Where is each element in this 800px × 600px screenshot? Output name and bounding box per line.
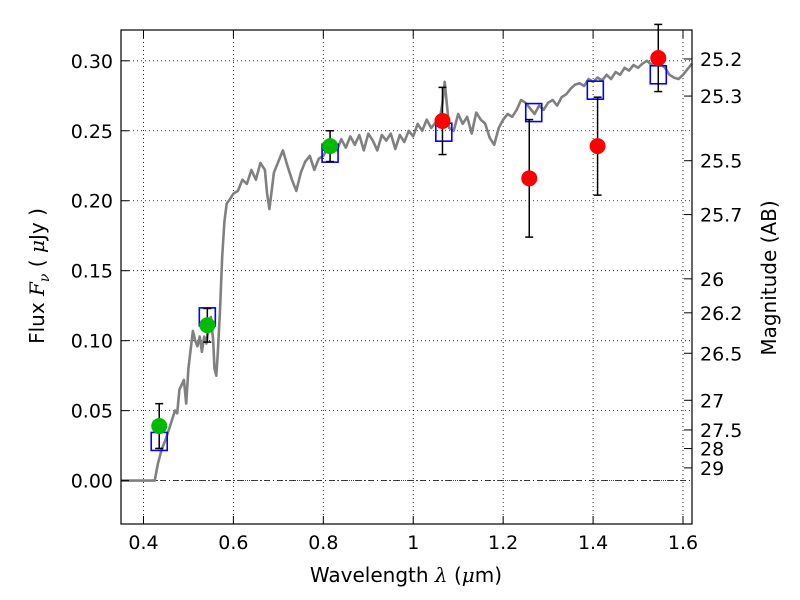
- y-tick-label: 0.15: [71, 261, 113, 283]
- y-tick-label: 0.05: [71, 401, 113, 423]
- y-tick-label: 0.30: [71, 51, 113, 73]
- optical-flux-point: [322, 138, 339, 155]
- magnitude-tick-label: 27: [700, 390, 724, 412]
- model-photometry-square: [586, 80, 605, 100]
- magnitude-tick-label: 29: [700, 458, 724, 480]
- spectrum-line: [121, 58, 694, 482]
- y-tick-label: 0.25: [71, 121, 113, 143]
- model-photometry-series: [150, 64, 668, 452]
- magnitude-axis-label: Magnitude (AB): [757, 200, 781, 355]
- nir-flux-point: [434, 112, 451, 129]
- x-tick-label: 1.4: [578, 532, 608, 554]
- grid-lines: [121, 30, 692, 524]
- y-tick-label: 0.00: [71, 471, 113, 493]
- model-photometry-square: [524, 102, 543, 123]
- x-tick-label: 0.8: [308, 532, 338, 554]
- magnitude-tick-label: 25.5: [700, 151, 742, 173]
- nir-flux-point: [650, 49, 667, 66]
- y-tick-label: 0.10: [71, 331, 113, 353]
- x-tick-label: 0.6: [218, 532, 248, 554]
- optical-flux-point: [151, 418, 168, 435]
- magnitude-tick-label: 27.5: [700, 420, 742, 442]
- nir-flux-point: [521, 170, 538, 187]
- x-tick-label: 1.6: [668, 532, 698, 554]
- y-tick-labels: 0.00 0.05 0.10 0.15 0.20 0.25 0.30: [71, 51, 113, 493]
- x-tick-label: 1: [407, 532, 419, 554]
- x-tick-label: 0.4: [128, 532, 158, 554]
- model-spectrum-series: [121, 58, 694, 482]
- magnitude-tick-label: 28: [700, 439, 724, 461]
- observed-photometry-series: [151, 49, 667, 435]
- magnitude-tick-label: 26.2: [700, 303, 742, 325]
- x-tick-labels: 0.4 0.6 0.8 1 1.2 1.4 1.6: [128, 532, 698, 554]
- magnitude-tick-label: 25.3: [700, 86, 742, 108]
- y-axis-label: Flux Fν ( μJy ): [25, 208, 53, 344]
- magnitude-tick-label: 25.7: [700, 205, 742, 227]
- axis-ticks: [121, 30, 692, 524]
- x-tick-label: 1.2: [488, 532, 518, 554]
- error-bars: [155, 23, 663, 450]
- magnitude-tick-label: 25.2: [700, 49, 742, 71]
- x-axis-label: Wavelength λ (μm): [310, 563, 502, 587]
- nir-flux-point: [589, 138, 606, 155]
- y-tick-label: 0.20: [71, 191, 113, 213]
- magnitude-tick-label: 26: [700, 269, 724, 291]
- optical-flux-point: [199, 317, 216, 334]
- plot-frame: [120, 29, 693, 525]
- magnitude-tick-label: 26.5: [700, 343, 742, 365]
